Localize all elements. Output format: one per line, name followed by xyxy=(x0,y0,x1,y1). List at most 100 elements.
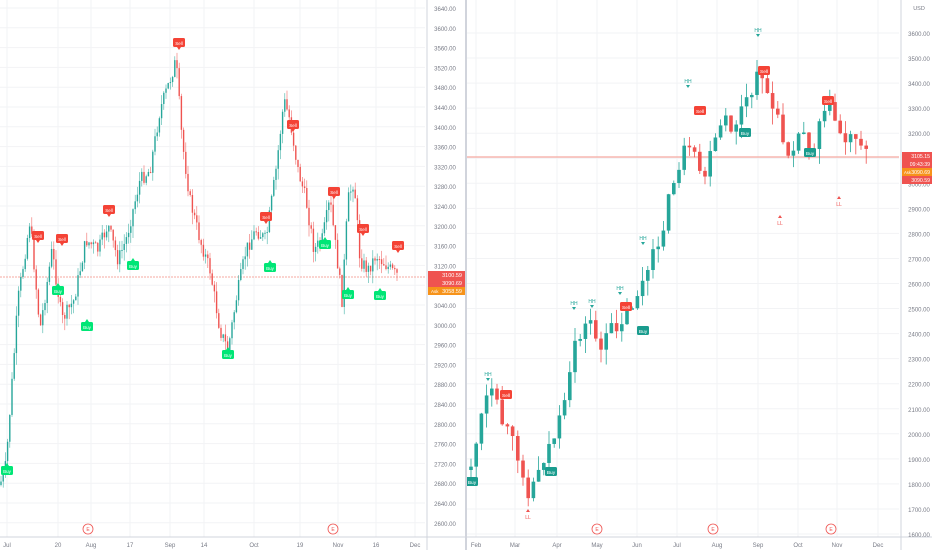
signal-label: HH xyxy=(570,301,578,307)
candle-body xyxy=(160,104,163,119)
signal-badge xyxy=(173,38,185,47)
signal-pointer xyxy=(778,215,782,218)
signal-label: LL xyxy=(836,202,842,208)
candle-body xyxy=(687,145,692,148)
candle-body xyxy=(53,248,55,260)
signal-label: Buy xyxy=(3,469,12,474)
signal-label: Sell xyxy=(58,237,66,242)
signal-pointer xyxy=(226,347,230,350)
candle-body xyxy=(248,242,251,250)
signal-label: Sell xyxy=(330,190,338,195)
candle-body xyxy=(385,265,387,270)
y-axis-unit: USD xyxy=(913,6,925,12)
candle-body xyxy=(26,237,29,259)
candle-body xyxy=(154,136,156,152)
x-tick-label: Dec xyxy=(873,543,884,549)
candle-body xyxy=(521,460,525,478)
signal-label: Sell xyxy=(760,69,768,75)
signal-badge xyxy=(103,205,115,214)
price-badge xyxy=(902,160,932,168)
signal-badge xyxy=(545,467,557,476)
left-chart-canvas[interactable]: 3640.00 3600.00 3560.00 3520.00 3480.00 3440.… xyxy=(0,0,465,550)
candle-body xyxy=(174,60,176,77)
candle-body xyxy=(864,145,868,149)
y-tick-label: 3440.00 xyxy=(434,106,456,112)
signal-label: Buy xyxy=(54,289,63,294)
signal-label: HH xyxy=(616,286,624,292)
signal-pointer xyxy=(361,233,365,236)
signal-badge xyxy=(694,106,706,115)
candle-body xyxy=(317,240,319,247)
left-chart-panel[interactable]: 3640.00 3600.00 3560.00 3520.00 3480.00 3440.… xyxy=(0,0,465,550)
signal-pointer xyxy=(686,85,690,88)
signal-label: Buy xyxy=(129,264,138,269)
candle-body xyxy=(50,248,53,267)
candle-body xyxy=(536,469,541,482)
signal-badge xyxy=(500,390,512,399)
y-tick-label: 3400.00 xyxy=(908,82,930,88)
candle-body xyxy=(97,242,99,252)
candle-body xyxy=(372,258,374,272)
candle-body xyxy=(484,395,489,414)
candle-body xyxy=(237,280,240,301)
candle-body xyxy=(202,244,205,257)
candle-body xyxy=(479,413,484,444)
candle-body xyxy=(55,259,57,285)
right-chart-canvas[interactable]: USD 3600.00 3500.00 3400.00 3300.00 3200.00 31… xyxy=(467,0,932,550)
earnings-event-icon xyxy=(82,523,94,535)
candle-body xyxy=(11,378,13,415)
candle-body xyxy=(198,222,200,241)
candle-body xyxy=(9,414,11,442)
signal-badge xyxy=(264,263,276,272)
candle-body xyxy=(187,173,189,192)
earnings-event-icon xyxy=(707,523,719,535)
candle-body xyxy=(374,258,376,261)
candle-body xyxy=(396,269,398,273)
signal-badge xyxy=(328,187,340,196)
earnings-event-label: E xyxy=(595,527,599,533)
candle-body xyxy=(817,121,822,149)
candle-body xyxy=(255,231,257,233)
candle-body xyxy=(328,202,330,211)
candle-body xyxy=(838,120,842,134)
signal-badge xyxy=(52,286,64,295)
candle-body xyxy=(213,284,216,292)
candle-body xyxy=(380,259,383,265)
candle-body xyxy=(661,230,666,247)
candle-body xyxy=(259,237,262,239)
candle-body xyxy=(526,477,530,499)
candle-body xyxy=(744,97,749,107)
y-tick-label: 3480.00 xyxy=(434,86,456,92)
signal-label: Buy xyxy=(224,353,233,358)
candle-body xyxy=(196,215,198,223)
y-tick-label: 1700.00 xyxy=(908,508,930,514)
candle-body xyxy=(35,269,37,290)
candle-body xyxy=(17,290,20,316)
signal-pointer xyxy=(837,196,841,199)
candle-body xyxy=(273,179,275,196)
candle-body xyxy=(562,400,567,416)
x-tick-label: Aug xyxy=(712,543,723,549)
panel-divider[interactable] xyxy=(465,0,467,550)
y-tick-label: 2600.00 xyxy=(434,522,456,528)
candle-body xyxy=(22,269,24,277)
signal-badge xyxy=(32,231,44,240)
candle-body xyxy=(718,125,723,138)
candle-body xyxy=(848,134,853,143)
y-tick-label: 3000.00 xyxy=(434,324,456,330)
price-badge-label: 09:43:39 xyxy=(910,162,930,168)
y-tick-label: 3560.00 xyxy=(434,47,456,53)
price-badge-label: 3090.59 xyxy=(911,178,930,184)
candle-body xyxy=(666,194,671,231)
candle-body xyxy=(828,102,832,111)
candle-body xyxy=(646,270,650,281)
candle-body xyxy=(656,246,660,250)
candle-body xyxy=(692,147,697,152)
signal-pointer xyxy=(486,378,490,381)
candle-body xyxy=(15,315,18,354)
signal-label: Buy xyxy=(468,480,477,486)
candle-body xyxy=(59,296,62,303)
candle-body xyxy=(171,76,174,83)
right-chart-panel[interactable]: USD 3600.00 3500.00 3400.00 3300.00 3200.00 31… xyxy=(467,0,932,550)
y-tick-label: 3200.00 xyxy=(908,132,930,138)
